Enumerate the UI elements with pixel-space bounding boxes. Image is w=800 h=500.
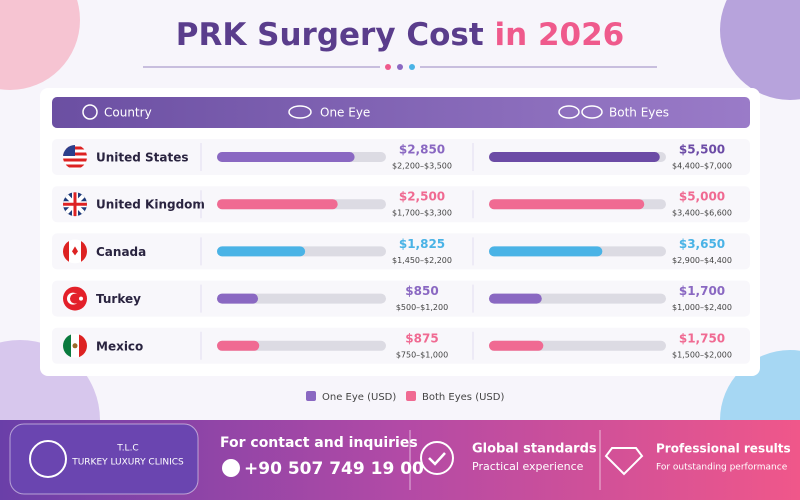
range-label: $4,400–$7,000 [672,162,732,171]
bar [489,340,544,351]
dot [397,64,403,70]
legend-swatch [406,391,416,401]
table-row [52,327,750,364]
range-label: $2,900–$4,400 [672,256,732,265]
price-label: $1,750 [679,331,725,345]
diamond-icon [604,447,644,476]
flag [63,239,69,264]
header-both-eyes: Both Eyes [609,106,669,120]
country-name: United Kingdom [96,198,205,212]
logo-box [9,423,199,495]
title-highlight: in 2026 [494,17,624,53]
table-row [52,233,750,270]
legend-label: Both Eyes (USD) [422,392,504,403]
phone-icon [222,459,240,477]
logo-short: T.L.C [116,444,138,454]
bar [217,340,260,351]
price-label: $2,500 [399,190,445,204]
eye-icon [581,105,603,119]
dot [409,64,415,70]
feature2-title: Professional results [656,442,791,456]
country-name: Turkey [96,292,141,306]
bar [489,246,603,257]
feature2-text: For outstanding performance [656,463,788,473]
decor [0,0,80,90]
bar [489,293,542,304]
flag-icon [63,145,87,169]
flag [79,296,83,301]
table-row [52,186,750,223]
legend-label: One Eye (USD) [322,392,396,403]
country-name: United States [96,151,189,165]
header-country: Country [104,106,152,120]
range-label: $750–$1,000 [396,350,448,359]
bar [217,199,338,210]
phone: +90 507 749 19 00 [244,459,424,479]
price-label: $1,825 [399,237,445,251]
flag [70,293,80,304]
flag-icon [63,192,87,217]
bar [217,246,306,257]
price-label: $5,000 [679,190,725,204]
price-label: $5,500 [679,143,725,157]
header-one-eye: One Eye [320,106,370,120]
price-label: $1,700 [679,284,725,298]
flag [72,246,78,256]
legend-swatch [306,391,316,401]
flag [81,239,87,264]
flag [63,158,87,162]
flag [63,333,71,358]
range-label: $2,200–$3,500 [392,162,452,171]
flag [63,164,87,168]
table-row [52,280,750,317]
flag [63,145,75,156]
flag [79,333,87,358]
eye-icon [288,105,312,119]
table-header [52,97,750,128]
globe-icon [82,104,98,120]
title-main: PRK Surgery Cost [176,17,484,53]
eye-icon [558,105,580,119]
check-icon [428,452,446,466]
flag-icon [63,286,87,311]
range-label: $500–$1,200 [396,303,448,312]
price-label: $875 [405,331,438,345]
range-label: $1,700–$3,300 [392,209,452,218]
bar-track [217,340,386,351]
check-icon [420,441,454,475]
price-label: $2,850 [399,143,445,157]
table-row [52,139,750,175]
bar [489,199,645,210]
contact-title: For contact and inquiries [220,435,418,451]
range-label: $3,400–$6,600 [672,209,732,218]
logo-icon [29,440,67,478]
dot [385,64,391,70]
range-label: $1,000–$2,400 [672,303,732,312]
bar [217,293,259,304]
country-name: Canada [96,245,146,259]
decor [720,0,800,100]
flag [72,343,78,349]
range-label: $1,500–$2,000 [672,350,732,359]
price-label: $3,650 [679,237,725,251]
bar-track [217,293,386,304]
bar [489,152,660,162]
title: PRK Surgery Cost in 2026 [176,17,625,53]
range-label: $1,450–$2,200 [392,256,452,265]
flag-icon [63,239,87,264]
flag-icon [63,333,87,358]
country-name: Mexico [96,339,143,353]
bar [217,152,355,162]
feature1-title: Global standards [472,442,597,457]
flag [63,192,87,217]
logo-name: TURKEY LUXURY CLINICS [71,458,184,468]
feature1-text: Practical experience [472,460,584,473]
price-label: $850 [405,284,438,298]
